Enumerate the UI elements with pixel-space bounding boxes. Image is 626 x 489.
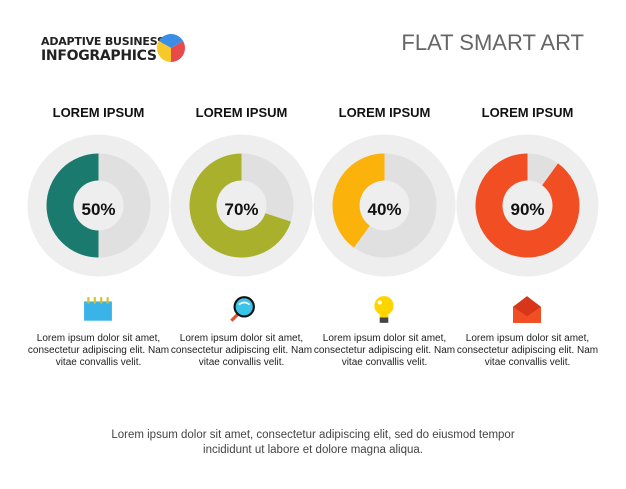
donut-chart — [170, 134, 313, 277]
donut-chart — [456, 134, 599, 277]
progress-item: LOREM IPSUM 50% Lorem ipsum dolor sit am… — [27, 105, 170, 368]
logo-line1: ADAPTIVE BUSINESS — [41, 35, 165, 48]
logo: ADAPTIVE BUSINESS INFOGRAPHICS — [41, 35, 165, 64]
donut-value-arc — [475, 153, 580, 258]
logo-line2: INFOGRAPHICS — [41, 48, 157, 64]
notepad-icon — [84, 297, 112, 321]
item-description: Lorem ipsum dolor sit amet, consectetur … — [170, 333, 313, 368]
percent-label: 70% — [224, 200, 259, 219]
lightbulb-icon — [374, 296, 394, 323]
item-title: LOREM IPSUM — [481, 105, 574, 120]
item-description: Lorem ipsum dolor sit amet, consectetur … — [456, 333, 599, 368]
item-title: LOREM IPSUM — [52, 105, 145, 120]
item-description: Lorem ipsum dolor sit amet, consectetur … — [27, 333, 170, 368]
footer-text: Lorem ipsum dolor sit amet, consectetur … — [0, 428, 626, 458]
donut-chart — [313, 134, 456, 277]
footer-line1: Lorem ipsum dolor sit amet, consectetur … — [111, 429, 515, 441]
item-title: LOREM IPSUM — [338, 105, 431, 120]
footer-line2: incididunt ut labore et dolore magna ali… — [203, 444, 423, 456]
donut-value-arc — [189, 153, 291, 258]
page-title: FLAT SMART ART — [401, 30, 584, 55]
percent-label: 50% — [81, 200, 116, 219]
item-title: LOREM IPSUM — [195, 105, 288, 120]
pie-logo-icon — [157, 34, 185, 62]
magnifier-icon — [230, 296, 255, 322]
progress-item: LOREM IPSUM 90% Lorem ipsum dolor sit am… — [456, 105, 599, 368]
progress-item: LOREM IPSUM 70% Lorem ipsum dolor sit am… — [170, 105, 313, 368]
percent-label: 90% — [510, 200, 545, 219]
donut-value-arc — [46, 153, 99, 258]
progress-item: LOREM IPSUM 40% Lorem ipsum dolor sit am… — [313, 105, 456, 368]
envelope-icon — [513, 296, 541, 323]
donut-chart — [27, 134, 170, 277]
percent-label: 40% — [367, 200, 402, 219]
donut-value-arc — [332, 153, 385, 248]
item-description: Lorem ipsum dolor sit amet, consectetur … — [313, 333, 456, 368]
